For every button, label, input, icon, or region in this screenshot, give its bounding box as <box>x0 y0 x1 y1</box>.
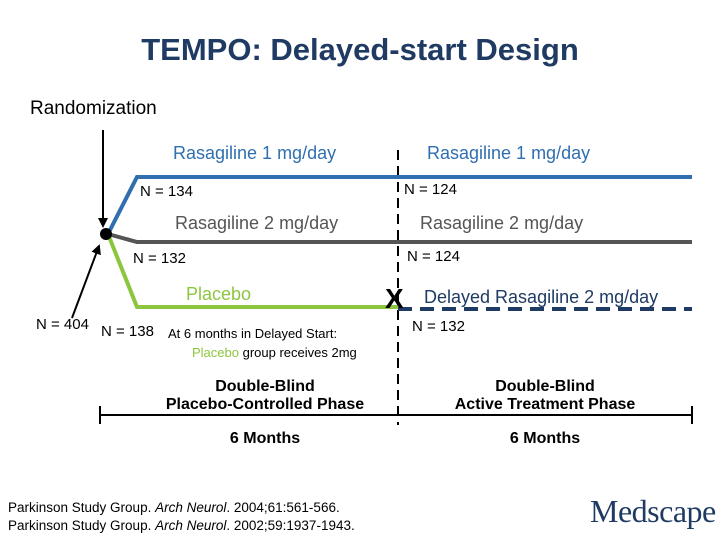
switch-marker: X <box>385 283 404 314</box>
randomization-node <box>100 228 112 240</box>
phase1-title: Double-Blind Placebo-Controlled Phase <box>140 378 390 414</box>
phase2-duration: 6 Months <box>509 430 581 447</box>
citation-2-details: . 2002;59:1937-1943. <box>226 518 355 533</box>
citation-2-authors: Parkinson Study Group. <box>8 518 156 533</box>
placebo-line <box>106 233 398 309</box>
placebo-phase2-count: N = 132 <box>412 318 465 335</box>
switch-note-line1: At 6 months in Delayed Start: <box>168 326 338 341</box>
randomization-label: Randomization <box>30 98 157 119</box>
switch-note-placebo: Placebo <box>192 345 239 360</box>
page-title: TEMPO: Delayed-start Design <box>141 32 579 67</box>
phase2-title-line1: Double-Blind <box>495 378 595 395</box>
placebo-phase1-count: N = 138 <box>101 323 154 340</box>
rasagiline-1mg-phase2-label: Rasagiline 1 mg/day <box>427 143 591 163</box>
switch-note-rest: group receives 2mg <box>238 345 357 360</box>
delayed-rasagiline-label: Delayed Rasagiline 2 mg/day <box>424 287 659 307</box>
rasagiline-2mg-phase1-count: N = 132 <box>133 250 186 267</box>
phase1-title-line2: Placebo-Controlled Phase <box>165 396 365 413</box>
phase2-title-line2: Active Treatment Phase <box>454 396 636 413</box>
rasagiline-1mg-phase1-label: Rasagiline 1 mg/day <box>173 143 337 163</box>
rasagiline-1mg-line <box>106 175 692 235</box>
citation-2-journal: Arch Neurol <box>155 518 227 533</box>
rasagiline-2mg-line <box>107 232 692 244</box>
citation-1-journal: Arch Neurol <box>155 500 227 515</box>
rasagiline-1mg-phase2-count: N = 124 <box>404 181 457 198</box>
rasagiline-2mg-phase2-count: N = 124 <box>407 248 460 265</box>
citation-1-authors: Parkinson Study Group. <box>8 500 156 515</box>
enrollment-arrow <box>71 244 101 319</box>
rasagiline-2mg-phase1-label: Rasagiline 2 mg/day <box>175 213 339 233</box>
phase1-duration: 6 Months <box>229 430 301 447</box>
citation-1: Parkinson Study Group. Arch Neurol. 2004… <box>8 500 340 515</box>
total-count: N = 404 <box>36 316 89 333</box>
placebo-label: Placebo <box>186 284 252 304</box>
phase1-title-line1: Double-Blind <box>215 378 315 395</box>
rasagiline-2mg-phase2-label: Rasagiline 2 mg/day <box>420 213 584 233</box>
rasagiline-1mg-phase1-count: N = 134 <box>140 183 193 200</box>
phase2-title: Double-Blind Active Treatment Phase <box>420 378 670 414</box>
citation-1-details: . 2004;61:561-566. <box>226 500 340 515</box>
citation-2: Parkinson Study Group. Arch Neurol. 2002… <box>8 518 355 533</box>
switch-note-line2: Placebo group receives 2mg <box>192 345 357 360</box>
medscape-logo: Medscape <box>590 493 716 529</box>
